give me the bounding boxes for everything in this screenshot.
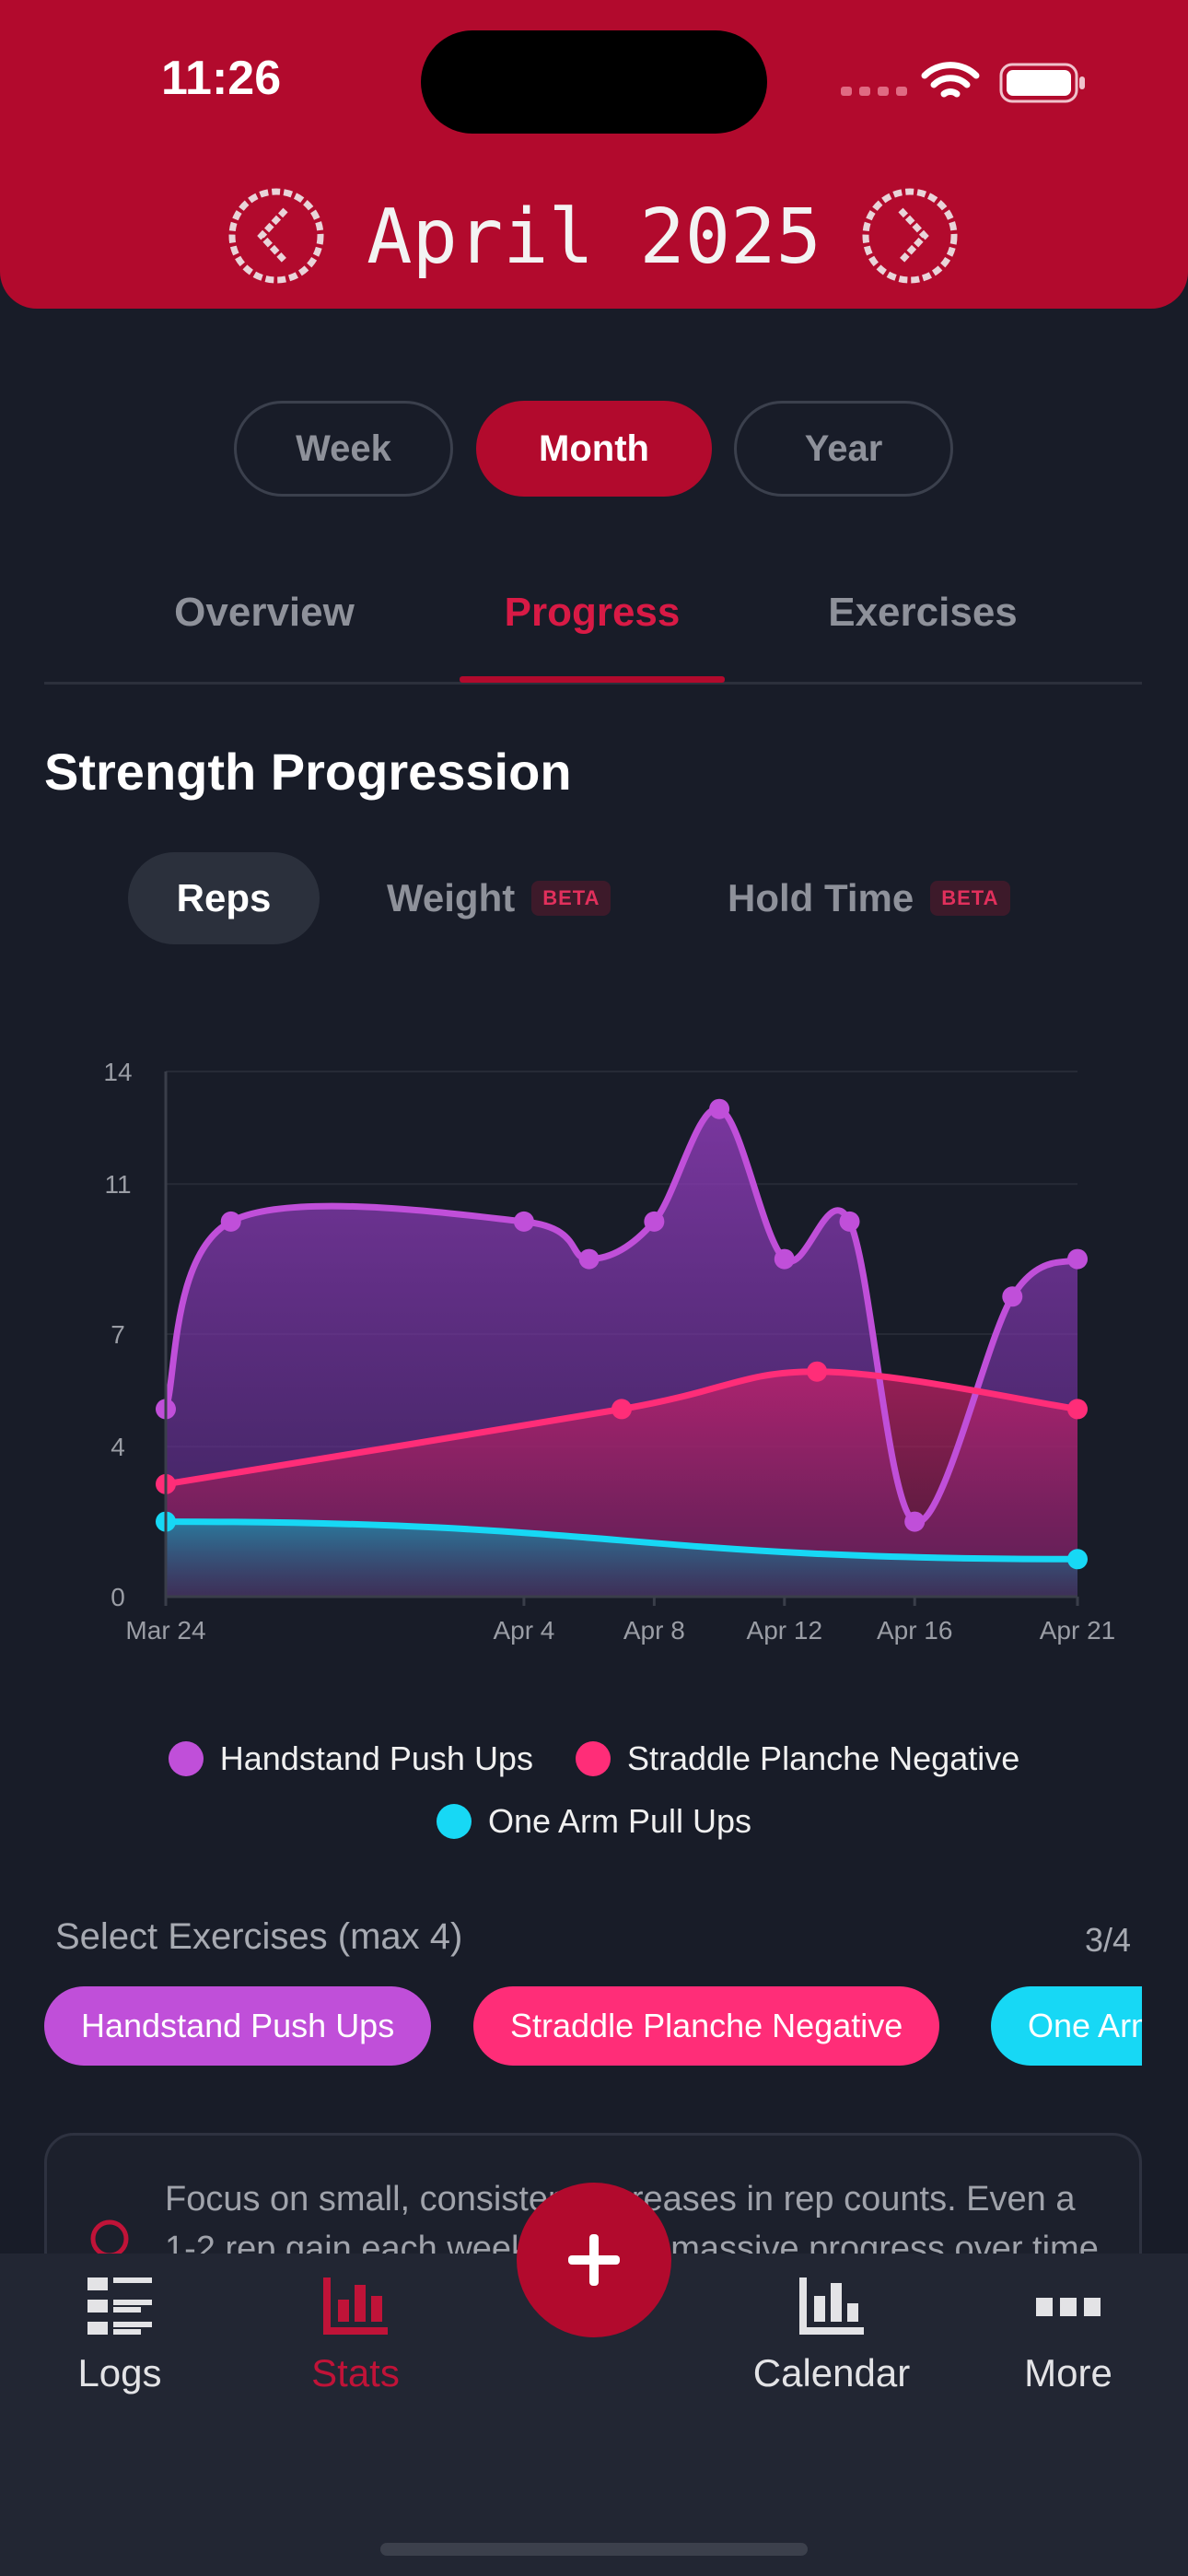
home-indicator: [380, 2543, 808, 2556]
x-tick-label: Mar 24: [125, 1616, 205, 1645]
data-point: [1002, 1286, 1023, 1307]
status-time: 11:26: [161, 52, 282, 105]
more-icon: [1036, 2298, 1101, 2316]
signal-icon: [841, 87, 907, 96]
legend-item: One Arm Pull Ups: [436, 1802, 752, 1841]
previous-month-button[interactable]: [227, 186, 326, 286]
active-tab-indicator: [460, 676, 725, 683]
data-point: [774, 1248, 795, 1270]
data-point: [578, 1248, 600, 1270]
legend-label: Handstand Push Ups: [219, 1739, 533, 1777]
add-button[interactable]: [517, 2183, 671, 2337]
exercise-chip[interactable]: One Arm Pull Ups: [991, 1986, 1142, 2066]
data-point: [1067, 1399, 1088, 1420]
chart-legend: Handstand Push Ups Straddle Planche Nega…: [0, 1739, 1188, 1778]
y-tick-label: 7: [111, 1320, 125, 1349]
wifi-icon: [921, 62, 980, 98]
nav-logs-label: Logs: [77, 2351, 162, 2395]
data-point: [611, 1399, 632, 1420]
tabs-divider: [44, 682, 1142, 685]
metric-reps[interactable]: Reps: [128, 852, 320, 944]
data-point: [513, 1211, 534, 1232]
metric-weight-label: Weight: [387, 876, 516, 919]
nav-calendar-label: Calendar: [752, 2351, 911, 2395]
battery-icon: [999, 63, 1085, 103]
nav-stats[interactable]: Stats: [291, 2277, 420, 2395]
tab-exercises[interactable]: Exercises: [828, 590, 1018, 635]
beta-badge: BETA: [930, 881, 1010, 916]
strength-progression-chart: 0 4 7 11 14 Mar 24 Apr 4 Apr 8 Apr 12 Apr 16 Apr 2…: [103, 1058, 1116, 1645]
series-line: [162, 1106, 1081, 1526]
nav-stats-label: Stats: [311, 2351, 400, 2395]
data-point: [807, 1361, 828, 1382]
exercise-chip-strip[interactable]: Handstand Push Ups Straddle Planche Nega…: [44, 1986, 1142, 2066]
legend-dot: [575, 1741, 611, 1776]
metric-hold-time[interactable]: Hold Time BETA: [728, 852, 1010, 944]
section-title: Strength Progression: [44, 743, 572, 801]
select-exercises-count: 3/4: [1084, 1921, 1131, 1959]
data-point: [904, 1511, 926, 1532]
x-tick-label: Apr 21: [1040, 1616, 1116, 1645]
x-tick-label: Apr 12: [747, 1616, 823, 1645]
chart-legend: One Arm Pull Ups: [0, 1802, 1188, 1841]
month-title: April 2025: [367, 193, 821, 281]
y-tick-label: 14: [103, 1058, 132, 1086]
metric-reps-label: Reps: [176, 876, 272, 919]
dynamic-island: [421, 30, 767, 134]
bar-chart-icon: [323, 2277, 388, 2335]
x-tick-label: Apr 4: [493, 1616, 554, 1645]
calendar-chart-icon: [799, 2277, 864, 2335]
nav-calendar[interactable]: Calendar: [737, 2277, 926, 2395]
x-tick-label: Apr 8: [623, 1616, 685, 1645]
exercise-chip[interactable]: Straddle Planche Negative: [473, 1986, 940, 2066]
metric-hold-time-label: Hold Time: [728, 876, 914, 919]
period-month[interactable]: Month: [476, 401, 712, 497]
tab-progress[interactable]: Progress: [504, 590, 681, 635]
data-point: [220, 1211, 241, 1232]
legend-label: One Arm Pull Ups: [487, 1802, 752, 1840]
series-line: [162, 1518, 1081, 1563]
list-icon: [87, 2277, 152, 2335]
beta-badge: BETA: [531, 881, 611, 916]
plus-icon: [568, 2234, 620, 2286]
data-point: [644, 1211, 665, 1232]
select-exercises-label: Select Exercises (max 4): [55, 1916, 463, 1957]
data-point: [1067, 1549, 1088, 1570]
nav-more-label: More: [1024, 2351, 1112, 2395]
y-tick-label: 4: [111, 1433, 125, 1461]
next-month-button[interactable]: [860, 186, 960, 286]
nav-logs[interactable]: Logs: [55, 2277, 184, 2395]
legend-label: Straddle Planche Negative: [626, 1739, 1020, 1777]
y-tick-label: 0: [111, 1583, 125, 1611]
exercise-chip[interactable]: Handstand Push Ups: [44, 1986, 432, 2066]
x-tick-label: Apr 16: [877, 1616, 953, 1645]
data-point: [1067, 1248, 1088, 1270]
legend-dot: [436, 1804, 472, 1839]
tab-overview[interactable]: Overview: [174, 590, 355, 635]
legend-dot: [168, 1741, 204, 1776]
period-year[interactable]: Year: [734, 401, 953, 497]
nav-more[interactable]: More: [1013, 2277, 1124, 2395]
data-point: [709, 1098, 730, 1119]
y-tick-label: 11: [104, 1170, 131, 1199]
series-line: [162, 1368, 1081, 1488]
series-area: [166, 1521, 1077, 1597]
legend-item: Handstand Push Ups: [168, 1739, 533, 1778]
data-point: [839, 1211, 860, 1232]
legend-item: Straddle Planche Negative: [575, 1739, 1020, 1778]
metric-weight[interactable]: Weight BETA: [387, 852, 611, 944]
period-week[interactable]: Week: [234, 401, 453, 497]
